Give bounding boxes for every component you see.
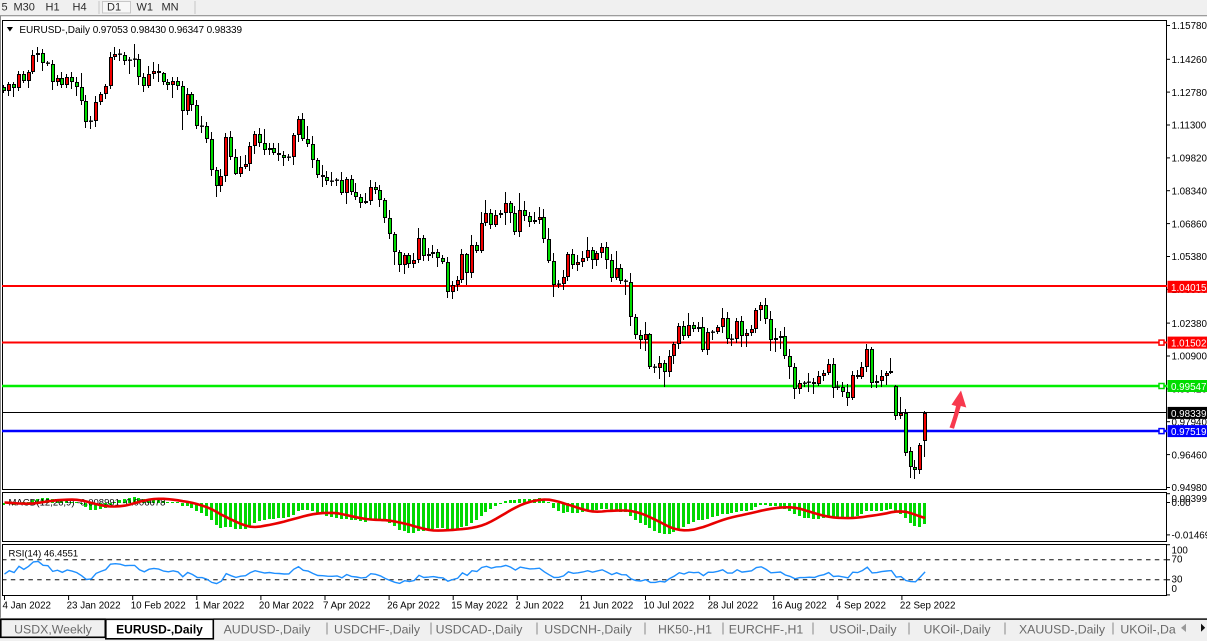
svg-text:RSI(14) 46.4551: RSI(14) 46.4551: [9, 548, 79, 559]
svg-text:0.99547: 0.99547: [1171, 382, 1206, 393]
svg-text:MN: MN: [162, 2, 179, 14]
svg-text:0.97053 0.98430 0.96347 0.9833: 0.97053 0.98430 0.96347 0.98339: [93, 25, 243, 36]
svg-text:1.04015: 1.04015: [1171, 283, 1207, 294]
svg-text:W1: W1: [137, 2, 154, 14]
svg-text:UKOil-,Daily: UKOil-,Daily: [924, 623, 992, 637]
svg-text:0.00399: 0.00399: [1172, 494, 1207, 505]
svg-text:M30: M30: [14, 2, 35, 14]
svg-text:20 Mar 2022: 20 Mar 2022: [259, 601, 314, 612]
svg-text:1.09820: 1.09820: [1172, 154, 1207, 165]
svg-text:USDCHF-,Daily: USDCHF-,Daily: [334, 623, 421, 637]
svg-text:30: 30: [1172, 575, 1183, 586]
svg-text:0.00: 0.00: [1172, 498, 1192, 509]
svg-text:USDX,Weekly: USDX,Weekly: [14, 623, 93, 637]
svg-text:0.97519: 0.97519: [1171, 427, 1206, 438]
svg-text:5: 5: [2, 2, 8, 14]
svg-text:15 May 2022: 15 May 2022: [451, 601, 508, 612]
svg-text:1.00900: 1.00900: [1172, 352, 1207, 363]
svg-text:22 Sep 2022: 22 Sep 2022: [900, 601, 956, 612]
svg-text:1.08340: 1.08340: [1172, 186, 1207, 197]
svg-text:D1: D1: [107, 2, 121, 14]
svg-text:4 Jan 2022: 4 Jan 2022: [3, 601, 51, 612]
svg-text:1.14260: 1.14260: [1172, 55, 1207, 66]
svg-text:H4: H4: [73, 2, 87, 14]
svg-text:-0.01469: -0.01469: [1172, 530, 1207, 541]
svg-text:28 Jul 2022: 28 Jul 2022: [708, 601, 759, 612]
svg-text:1.11300: 1.11300: [1172, 121, 1207, 132]
svg-text:0.96460: 0.96460: [1172, 450, 1207, 461]
svg-text:AUDUSD-,Daily: AUDUSD-,Daily: [224, 623, 312, 637]
svg-text:2 Jun 2022: 2 Jun 2022: [515, 601, 563, 612]
svg-text:1.05380: 1.05380: [1172, 252, 1207, 263]
svg-text:EURCHF-,H1: EURCHF-,H1: [729, 623, 804, 637]
svg-text:USOil-,Daily: USOil-,Daily: [830, 623, 898, 637]
svg-text:0: 0: [1172, 584, 1178, 595]
svg-text:100: 100: [1172, 545, 1189, 556]
svg-text:10 Jul 2022: 10 Jul 2022: [644, 601, 695, 612]
svg-text:UKOil-,Da: UKOil-,Da: [1120, 623, 1176, 637]
svg-text:0.97940: 0.97940: [1172, 417, 1207, 428]
svg-text:0.98339: 0.98339: [1171, 409, 1206, 420]
svg-text:70: 70: [1172, 554, 1183, 565]
svg-text:HK50-,H1: HK50-,H1: [658, 623, 712, 637]
svg-text:XAUUSD-,Daily: XAUUSD-,Daily: [1019, 623, 1106, 637]
svg-text:23 Jan 2022: 23 Jan 2022: [67, 601, 121, 612]
svg-text:1.02380: 1.02380: [1172, 319, 1207, 330]
svg-text:21 Jun 2022: 21 Jun 2022: [579, 601, 633, 612]
svg-text:16 Aug 2022: 16 Aug 2022: [772, 601, 827, 612]
svg-text:4 Sep 2022: 4 Sep 2022: [836, 601, 886, 612]
svg-text:EURUSD-,Daily: EURUSD-,Daily: [19, 25, 90, 36]
svg-text:7 Apr 2022: 7 Apr 2022: [323, 601, 370, 612]
svg-text:1.15780: 1.15780: [1172, 21, 1207, 32]
svg-text:1.12780: 1.12780: [1172, 88, 1207, 99]
svg-text:USDCNH-,Daily: USDCNH-,Daily: [544, 623, 632, 637]
svg-text:10 Feb 2022: 10 Feb 2022: [131, 601, 186, 612]
svg-text:0.94980: 0.94980: [1172, 483, 1207, 494]
svg-text:H1: H1: [46, 2, 60, 14]
svg-text:1.06860: 1.06860: [1172, 219, 1207, 230]
svg-text:1 Mar 2022: 1 Mar 2022: [195, 601, 245, 612]
svg-text:USDCAD-,Daily: USDCAD-,Daily: [436, 623, 524, 637]
svg-text:EURUSD-,Daily: EURUSD-,Daily: [116, 623, 203, 637]
svg-text:26 Apr 2022: 26 Apr 2022: [387, 601, 440, 612]
svg-text:1.01502: 1.01502: [1171, 339, 1206, 350]
